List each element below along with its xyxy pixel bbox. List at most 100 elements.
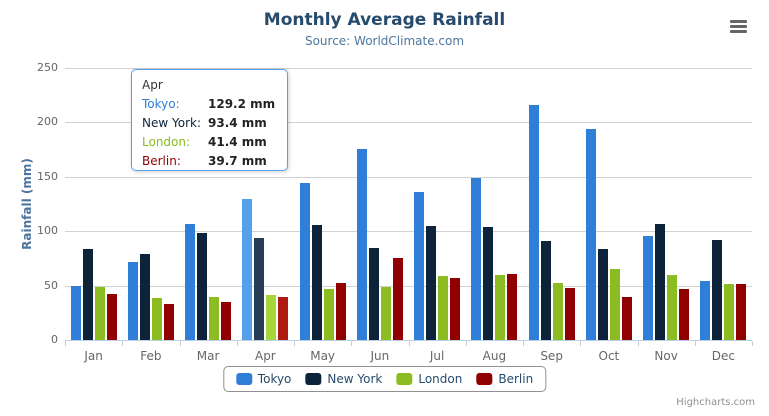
bar-tokyo-dec[interactable] [700,280,711,340]
plot-area [65,68,752,341]
bar-berlin-sep[interactable] [564,288,575,340]
bar-berlin-dec[interactable] [736,284,747,340]
x-axis-tick [65,341,66,346]
bar-berlin-jul[interactable] [450,277,461,340]
bar-london-jan[interactable] [94,286,105,340]
bar-group-apr [237,68,294,340]
tooltip-value: 39.7 mm [208,154,267,168]
hamburger-icon [730,20,747,23]
x-axis-tick [523,341,524,346]
bar-berlin-jan[interactable] [106,293,117,340]
bar-group-mar [180,68,237,340]
bar-group-oct [580,68,637,340]
x-axis-label-may: May [310,349,336,363]
bar-new-york-jan[interactable] [82,249,93,340]
x-axis-label-aug: Aug [482,349,507,363]
bar-tokyo-mar[interactable] [185,224,196,340]
tooltip-row: Berlin: 39.7 mm [142,152,277,171]
bar-berlin-mar[interactable] [221,302,232,340]
x-axis-tick [122,341,124,346]
bar-new-york-jun[interactable] [368,248,379,340]
bar-new-york-nov[interactable] [655,224,666,340]
bar-new-york-feb[interactable] [139,254,150,340]
legend-item-tokyo[interactable]: Tokyo [235,372,291,386]
bar-tokyo-apr[interactable] [242,199,253,340]
bar-london-sep[interactable] [552,283,563,340]
legend-swatch [396,373,413,385]
bar-berlin-apr[interactable] [278,296,289,340]
bar-new-york-may[interactable] [311,224,322,340]
bar-berlin-may[interactable] [335,282,346,340]
bar-london-dec[interactable] [724,284,735,340]
bar-london-apr[interactable] [266,294,277,340]
bar-berlin-feb[interactable] [163,303,174,340]
bar-new-york-oct[interactable] [597,249,608,340]
tooltip-series-label: New York: [142,116,201,130]
chart-title: Monthly Average Rainfall [263,10,506,30]
bar-new-york-dec[interactable] [712,239,723,340]
bar-group-jul [409,68,466,340]
legend-swatch [476,373,493,385]
bar-tokyo-may[interactable] [299,183,310,340]
bar-berlin-jun[interactable] [392,257,403,340]
bar-tokyo-nov[interactable] [643,236,654,340]
tooltip-series-label: Berlin: [142,154,181,168]
x-axis-label-jul: Jul [429,349,445,363]
y-axis-label: 50 [44,278,58,292]
bar-tokyo-feb[interactable] [127,262,138,340]
tooltip-series-label: London: [142,135,191,149]
bar-london-jun[interactable] [380,287,391,340]
bar-new-york-sep[interactable] [540,240,551,340]
x-axis-tick [580,341,582,346]
bar-berlin-oct[interactable] [621,297,632,340]
x-axis-tick [694,341,696,346]
tooltip-row: Tokyo: 129.2 mm [142,95,277,114]
tooltip-series-label: Tokyo: [142,97,180,111]
gridline [65,68,752,69]
bar-group-aug [466,68,523,340]
bar-tokyo-jun[interactable] [356,148,367,340]
bar-new-york-jul[interactable] [426,225,437,340]
gridline [65,231,752,233]
y-axis-label: 250 [37,61,58,74]
credits-link[interactable]: Highcharts.com [676,397,755,408]
x-axis-tick [351,341,353,346]
x-axis-label-sep: Sep [540,349,563,363]
x-axis-tick [465,341,467,346]
bar-berlin-nov[interactable] [679,289,690,340]
x-axis-tick [408,341,410,346]
bar-group-may [294,68,351,340]
bar-tokyo-aug[interactable] [471,178,482,340]
bar-berlin-aug[interactable] [507,274,518,340]
y-axis-label: 0 [51,333,58,346]
bar-tokyo-jul[interactable] [414,192,425,340]
bar-london-oct[interactable] [609,269,620,340]
legend-item-berlin[interactable]: Berlin [476,372,533,386]
bar-tokyo-sep[interactable] [528,104,539,340]
bar-london-aug[interactable] [495,275,506,340]
hamburger-icon [730,30,747,33]
tooltip-value: 93.4 mm [208,116,267,130]
bar-tokyo-jan[interactable] [70,285,81,340]
x-axis-tick [236,341,238,346]
legend-item-new-york[interactable]: New York [305,372,382,386]
bar-new-york-apr[interactable] [254,238,265,340]
bar-london-mar[interactable] [209,297,220,340]
bar-tokyo-oct[interactable] [585,128,596,340]
tooltip-header: Apr [142,78,163,92]
export-menu-button[interactable] [730,20,747,33]
x-axis-label-oct: Oct [598,349,620,363]
tooltip-value: 129.2 mm [208,97,276,111]
bar-group-dec [695,68,752,340]
tooltip-value: 41.4 mm [208,135,267,149]
bar-london-may[interactable] [323,288,334,340]
legend-item-london[interactable]: London [396,372,462,386]
bar-group-jan [65,68,122,340]
bar-new-york-mar[interactable] [197,232,208,340]
bar-new-york-aug[interactable] [483,226,494,340]
bar-london-jul[interactable] [438,275,449,340]
legend: Tokyo New York London Berlin [222,366,547,392]
bar-london-feb[interactable] [151,297,162,340]
bar-london-nov[interactable] [667,275,678,340]
